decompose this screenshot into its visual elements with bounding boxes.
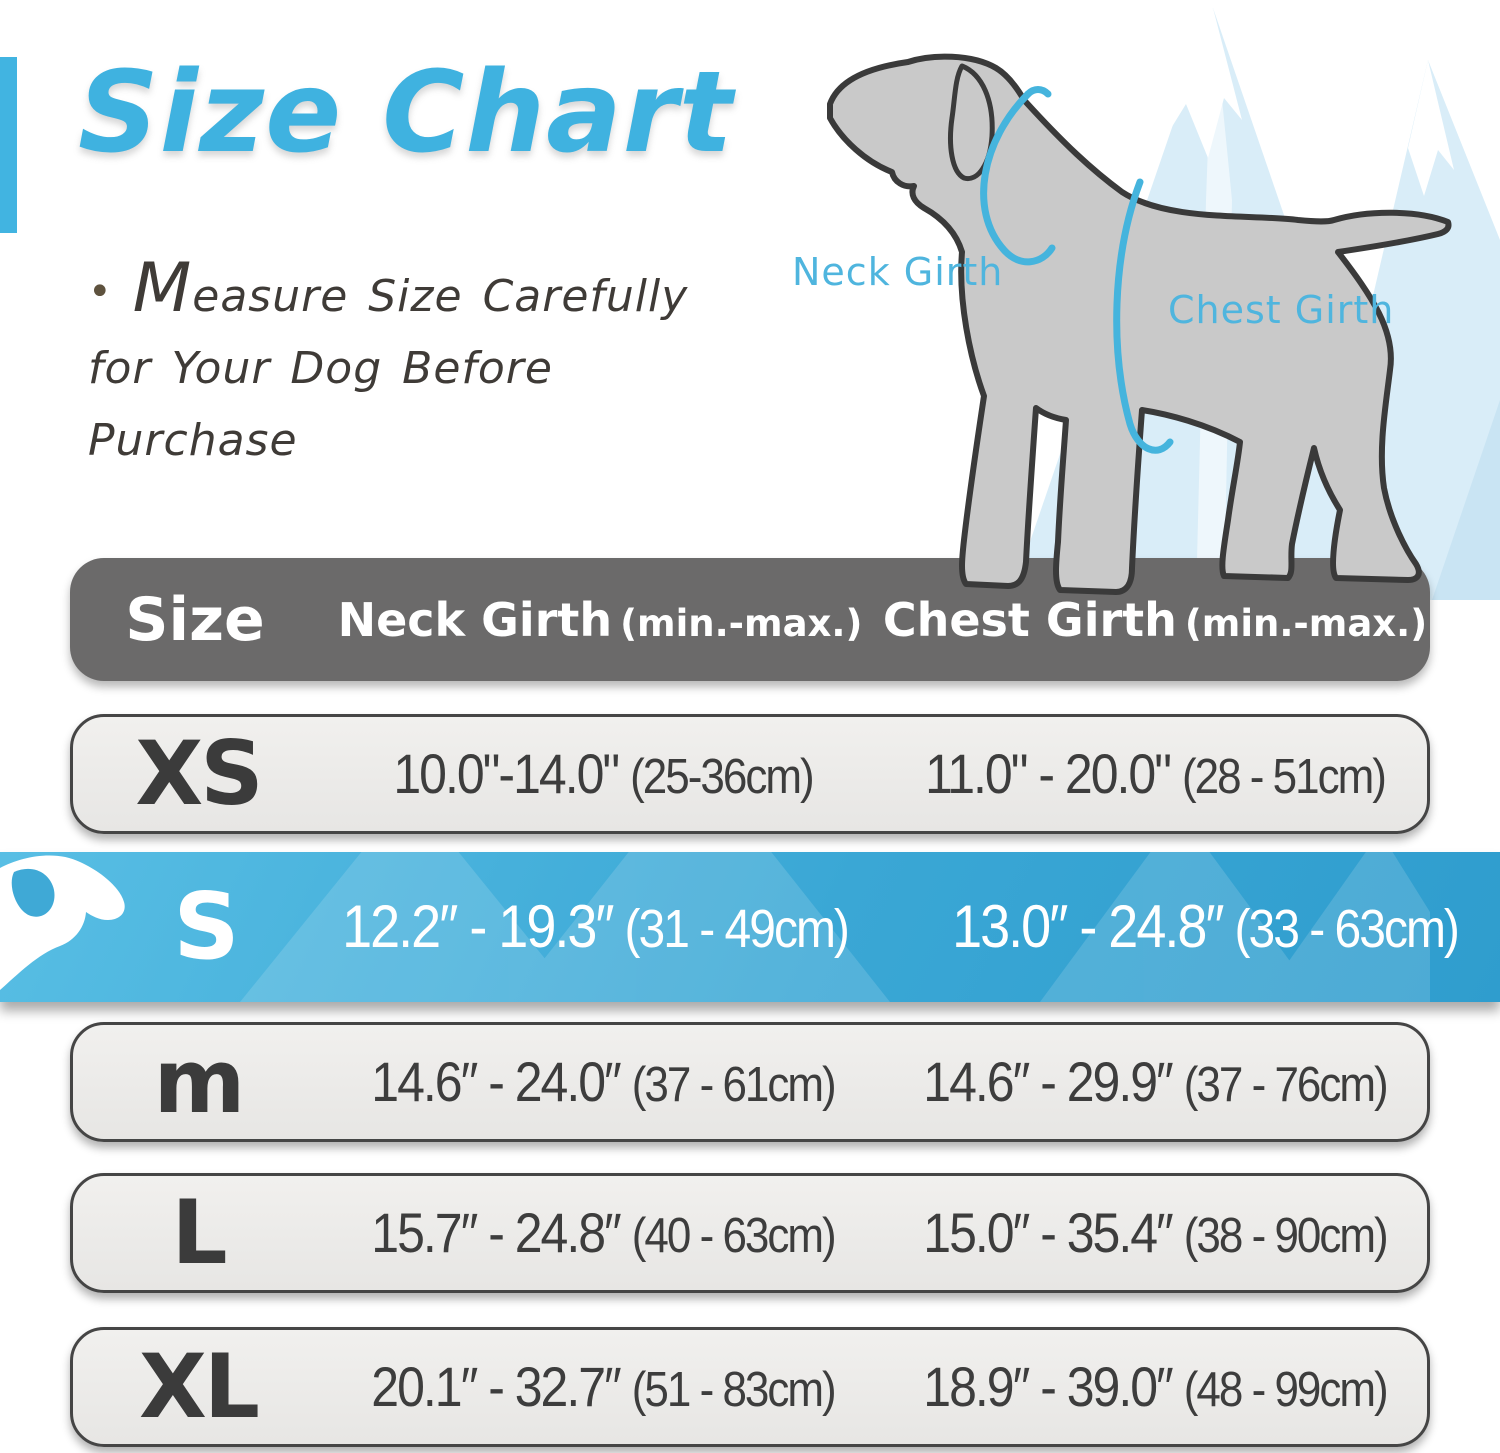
neck-girth-value: 14.6″ - 24.0″ (37 - 61cm) (371, 1050, 836, 1114)
size-value: XL (139, 1335, 260, 1438)
chest-girth-value: 15.0″ - 35.4″ (38 - 90cm) (923, 1201, 1388, 1265)
table-row-xl: XL 20.1″ - 32.7″ (51 - 83cm) 18.9″ - 39.0… (70, 1327, 1430, 1447)
neck-girth-value: 15.7″ - 24.8″ (40 - 63cm) (371, 1201, 836, 1265)
chest-girth-value: 13.0″ - 24.8″ (33 - 63cm) (952, 893, 1460, 961)
neck-girth-value: 20.1″ - 32.7″ (51 - 83cm) (371, 1355, 836, 1419)
title-accent-bar (0, 57, 17, 233)
size-value: S (173, 873, 239, 980)
header-neck-girth: Neck Girth (min.-max.) (337, 592, 863, 647)
neck-girth-value: 12.2″ - 19.3″ (31 - 49cm) (342, 893, 850, 961)
note-text: easure Size Carefully for Your Dog Befor… (88, 271, 689, 466)
header-chest-girth: Chest Girth (min.-max.) (882, 592, 1428, 647)
measure-note: • Measure Size Carefully for Your Dog Bef… (88, 255, 738, 477)
neck-girth-value: 10.0"-14.0" (25-36cm) (393, 742, 814, 806)
table-row-l: L 15.7″ - 24.8″ (40 - 63cm) 15.0″ - 35.4″… (70, 1173, 1430, 1293)
chest-girth-value: 18.9″ - 39.0″ (48 - 99cm) (923, 1355, 1388, 1419)
table-row-m: m 14.6″ - 24.0″ (37 - 61cm) 14.6″ - 29.9″… (70, 1022, 1430, 1142)
size-value: L (171, 1181, 227, 1284)
size-value: XS (135, 722, 263, 825)
chest-girth-value: 11.0" - 20.0" (28 - 51cm) (925, 742, 1387, 806)
header-size: Size (125, 584, 265, 655)
size-value: m (153, 1030, 246, 1133)
note-lead-letter: M (132, 249, 193, 328)
table-row-xs: XS 10.0"-14.0" (25-36cm) 11.0" - 20.0" (28… (70, 714, 1430, 834)
table-header-row: Size Neck Girth (min.-max.) Chest Girth (m… (70, 558, 1430, 681)
bullet-dot-icon: • (88, 269, 113, 315)
table-row-s-highlighted: S 12.2″ - 19.3″ (31 - 49cm) 13.0″ - 24.8″… (0, 852, 1500, 1002)
page-title: Size Chart (78, 48, 734, 178)
chest-girth-value: 14.6″ - 29.9″ (37 - 76cm) (923, 1050, 1388, 1114)
chest-girth-label: Chest Girth (1168, 288, 1395, 332)
neck-girth-label: Neck Girth (792, 250, 1004, 294)
